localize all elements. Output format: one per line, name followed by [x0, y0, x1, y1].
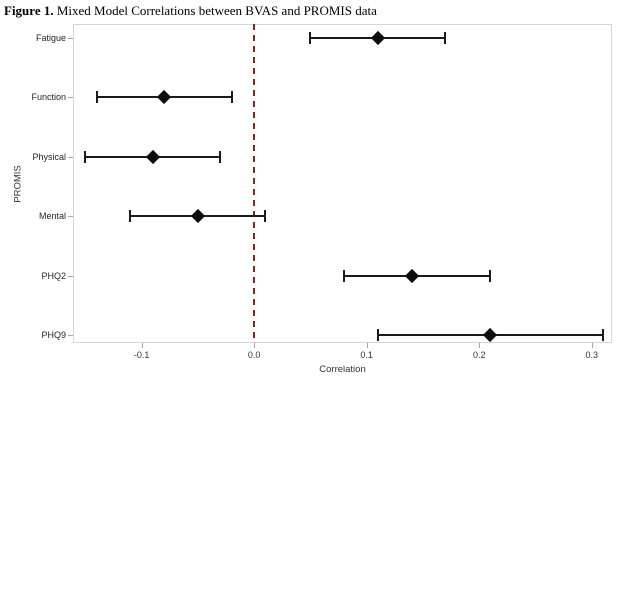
x-axis-title: Correlation — [319, 364, 366, 375]
ci-cap-right — [444, 32, 447, 44]
x-axis-tick-label: 0.2 — [472, 350, 486, 360]
y-category-label: PHQ9 — [41, 330, 66, 340]
y-axis-tick — [68, 38, 73, 39]
x-axis-tick-label: 0.1 — [360, 350, 373, 360]
figure-title: Figure 1. Mixed Model Correlations betwe… — [4, 3, 377, 19]
zero-reference-line — [253, 24, 256, 343]
y-axis-tick — [68, 156, 73, 158]
y-axis-tick — [68, 275, 73, 277]
y-category-label: Fatigue — [35, 33, 66, 43]
y-axis-title: PROMIS — [12, 164, 24, 203]
figure-caption: Mixed Model Correlations between BVAS an… — [53, 3, 377, 18]
y-axis-tick — [68, 97, 73, 99]
x-axis-tick-label: 0.3 — [585, 350, 598, 360]
x-axis-tick — [254, 343, 256, 348]
ci-cap-right — [219, 150, 222, 163]
ci-cap-left — [343, 269, 346, 282]
ci-cap-left — [376, 329, 379, 341]
y-category-label: Mental — [38, 211, 66, 222]
x-axis-tick-label: -0.1 — [133, 350, 150, 360]
ci-cap-right — [264, 210, 267, 223]
ci-cap-left — [309, 32, 312, 44]
ci-cap-right — [230, 91, 233, 104]
x-axis-tick — [141, 343, 143, 348]
x-axis-tick-label: 0.0 — [247, 350, 261, 360]
ci-cap-right — [601, 329, 604, 341]
plot-area — [73, 24, 612, 343]
x-axis-tick — [366, 343, 368, 348]
ci-cap-right — [489, 269, 492, 282]
x-axis-tick — [479, 343, 481, 348]
y-axis-tick — [68, 335, 73, 336]
ci-cap-left — [95, 91, 98, 104]
y-axis-tick — [68, 216, 73, 218]
x-axis-tick — [591, 343, 593, 348]
y-category-label: Physical — [32, 151, 66, 162]
ci-cap-left — [129, 210, 132, 223]
y-category-label: PHQ2 — [41, 270, 66, 281]
figure-number-label: Figure 1. — [4, 3, 54, 18]
y-category-label: Function — [31, 92, 66, 103]
ci-cap-left — [84, 150, 87, 163]
